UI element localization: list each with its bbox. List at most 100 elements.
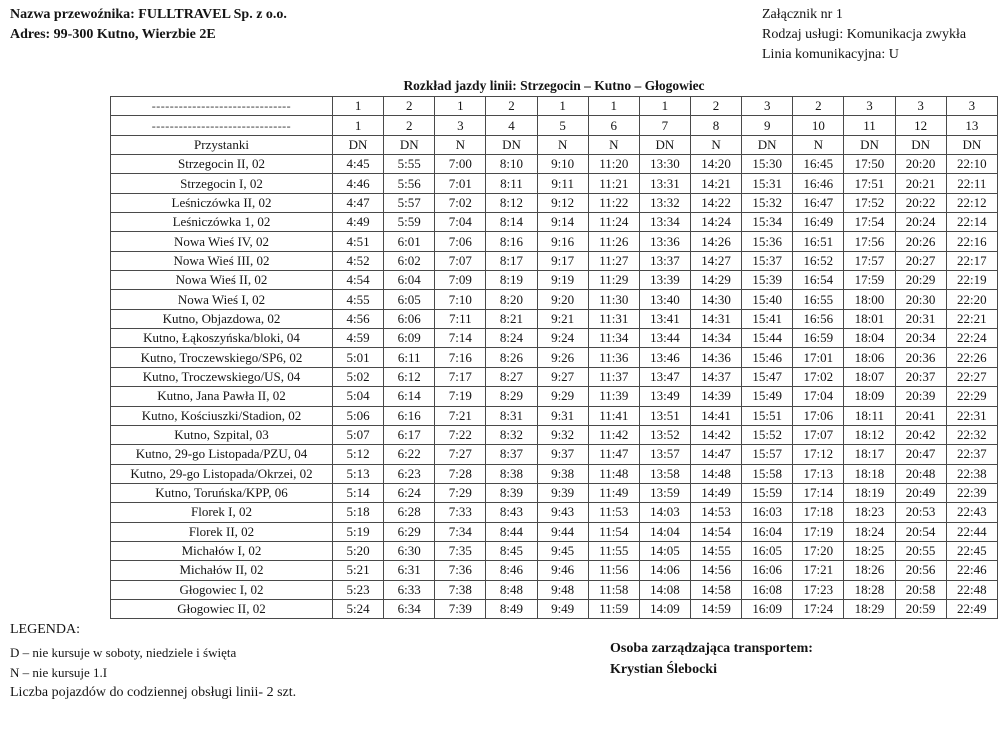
departure-time-cell: 11:42 bbox=[587, 424, 640, 446]
stop-name-cell: Strzegocin II, 02 bbox=[110, 154, 333, 175]
departure-time-cell: 16:51 bbox=[792, 231, 845, 252]
departure-time-cell: 8:43 bbox=[485, 502, 538, 523]
departure-time-cell: 8:16 bbox=[485, 231, 538, 252]
departure-time-cell: 20:53 bbox=[894, 502, 947, 523]
vehicle-number-cell: 1 bbox=[638, 95, 691, 117]
departure-time-cell: 22:11 bbox=[945, 173, 999, 194]
carrier-name-line: Nazwa przewoźnika: FULLTRAVEL Sp. z o.o. bbox=[10, 7, 287, 22]
departure-time-cell: 16:03 bbox=[741, 502, 794, 523]
departure-time-cell: 15:34 bbox=[741, 212, 794, 233]
departure-time-cell: 11:48 bbox=[587, 463, 640, 484]
departure-time-cell: 17:18 bbox=[792, 502, 845, 523]
departure-time-cell: 20:31 bbox=[894, 308, 947, 330]
legend-item-d: D – nie kursuje w soboty, niedziele i św… bbox=[10, 645, 237, 660]
departure-time-cell: 16:54 bbox=[792, 270, 845, 291]
departure-time-cell: 16:04 bbox=[741, 521, 794, 542]
departure-time-cell: 11:27 bbox=[587, 250, 640, 272]
carrier-address-line: Adres: 99-300 Kutno, Wierzbie 2E bbox=[10, 27, 216, 42]
vehicle-number-cell: 2 bbox=[792, 95, 845, 117]
departure-time-cell: 5:14 bbox=[331, 482, 385, 504]
run-symbol-cell: N bbox=[536, 134, 589, 156]
departure-time-cell: 9:45 bbox=[536, 540, 589, 562]
departure-time-cell: 14:06 bbox=[638, 560, 691, 581]
vehicle-number-cell: 1 bbox=[434, 95, 487, 117]
departure-time-cell: 5:56 bbox=[383, 173, 436, 194]
departure-time-cell: 22:32 bbox=[945, 424, 999, 446]
course-number-cell: 3 bbox=[434, 115, 487, 136]
departure-time-cell: 7:28 bbox=[434, 463, 487, 484]
departure-time-cell: 13:58 bbox=[638, 463, 691, 484]
departure-time-cell: 20:20 bbox=[894, 154, 947, 175]
stop-name-cell: Kutno, Toruńska/KPP, 06 bbox=[110, 482, 333, 504]
departure-time-cell: 13:36 bbox=[638, 231, 691, 252]
departure-time-cell: 22:43 bbox=[945, 502, 999, 523]
departure-time-cell: 16:46 bbox=[792, 173, 845, 194]
departure-time-cell: 4:45 bbox=[331, 154, 385, 175]
departure-time-cell: 13:39 bbox=[638, 270, 691, 291]
departure-time-cell: 5:21 bbox=[331, 560, 385, 581]
departure-time-cell: 8:48 bbox=[485, 579, 538, 600]
departure-time-cell: 20:26 bbox=[894, 231, 947, 252]
departure-time-cell: 13:44 bbox=[638, 328, 691, 349]
departure-time-cell: 4:59 bbox=[331, 328, 385, 349]
departure-time-cell: 17:50 bbox=[843, 154, 896, 175]
departure-time-cell: 15:47 bbox=[741, 366, 794, 388]
vehicle-number-row: ------------------------------- 1 2 1 2 1 1 1 2 3… bbox=[110, 95, 999, 117]
departure-time-cell: 8:38 bbox=[485, 463, 538, 484]
course-number-cell: 10 bbox=[792, 115, 845, 136]
vehicle-number-cell: 3 bbox=[945, 95, 999, 117]
stop-name-cell: Michałów II, 02 bbox=[110, 560, 333, 581]
departure-time-cell: 6:06 bbox=[383, 308, 436, 330]
departure-time-cell: 6:23 bbox=[383, 463, 436, 484]
departure-time-cell: 9:37 bbox=[536, 444, 589, 465]
departure-time-cell: 14:49 bbox=[689, 482, 743, 504]
departure-time-cell: 5:07 bbox=[331, 424, 385, 446]
departure-time-cell: 13:34 bbox=[638, 212, 691, 233]
departure-time-cell: 6:24 bbox=[383, 482, 436, 504]
departure-time-cell: 7:27 bbox=[434, 444, 487, 465]
departure-time-cell: 11:59 bbox=[587, 598, 640, 620]
departure-time-cell: 22:29 bbox=[945, 386, 999, 407]
run-symbol-cell: DN bbox=[485, 134, 538, 156]
departure-time-cell: 5:06 bbox=[331, 405, 385, 426]
departure-time-cell: 15:58 bbox=[741, 463, 794, 484]
departure-time-cell: 17:24 bbox=[792, 598, 845, 620]
departure-time-cell: 11:55 bbox=[587, 540, 640, 562]
departure-time-cell: 16:06 bbox=[741, 560, 794, 581]
stop-times-row: Kutno, 29-go Listopada/PZU, 04 5:12 6:22 7:… bbox=[110, 444, 999, 465]
dash-label-cell: ------------------------------- bbox=[110, 95, 333, 117]
departure-time-cell: 9:39 bbox=[536, 482, 589, 504]
departure-time-cell: 17:20 bbox=[792, 540, 845, 562]
departure-time-cell: 20:39 bbox=[894, 386, 947, 407]
departure-time-cell: 17:23 bbox=[792, 579, 845, 600]
departure-time-cell: 7:06 bbox=[434, 231, 487, 252]
legend-item-vehicles: Liczba pojazdów do codziennej obsługi li… bbox=[10, 685, 297, 700]
departure-time-cell: 9:10 bbox=[536, 154, 589, 175]
departure-time-cell: 15:36 bbox=[741, 231, 794, 252]
stop-name-cell: Kutno, Jana Pawła II, 02 bbox=[110, 386, 333, 407]
departure-time-cell: 22:49 bbox=[945, 598, 999, 620]
stop-name-cell: Kutno, Szpital, 03 bbox=[110, 424, 333, 446]
departure-time-cell: 13:30 bbox=[638, 154, 691, 175]
timetable-title: Rozkład jazdy linii: Strzegocin – Kutno … bbox=[403, 78, 705, 93]
departure-time-cell: 13:51 bbox=[638, 405, 691, 426]
departure-time-cell: 16:47 bbox=[792, 192, 845, 214]
departure-time-cell: 15:41 bbox=[741, 308, 794, 330]
carrier-info-block: Nazwa przewoźnika: FULLTRAVEL Sp. z o.o.… bbox=[10, 5, 287, 45]
transport-manager-name: Krystian Ślebocki bbox=[610, 662, 717, 677]
stop-times-row: Głogowiec I, 02 5:23 6:33 7:38 8:48 9:48 11:58… bbox=[110, 579, 999, 600]
departure-time-cell: 7:02 bbox=[434, 192, 487, 214]
departure-time-cell: 14:56 bbox=[689, 560, 743, 581]
service-type-line: Rodzaj usługi: Komunikacja zwykła bbox=[762, 27, 967, 42]
departure-time-cell: 8:39 bbox=[485, 482, 538, 504]
departure-time-cell: 4:47 bbox=[331, 192, 385, 214]
departure-time-cell: 22:14 bbox=[945, 212, 999, 233]
departure-time-cell: 9:11 bbox=[536, 173, 589, 194]
vehicle-number-cell: 3 bbox=[843, 95, 896, 117]
stop-name-cell: Głogowiec I, 02 bbox=[110, 579, 333, 600]
stop-times-row: Nowa Wieś I, 02 4:55 6:05 7:10 8:20 9:20 11:30… bbox=[110, 289, 999, 310]
departure-time-cell: 11:30 bbox=[587, 289, 640, 310]
departure-time-cell: 15:30 bbox=[741, 154, 794, 175]
departure-time-cell: 11:20 bbox=[587, 154, 640, 175]
departure-time-cell: 7:38 bbox=[434, 579, 487, 600]
